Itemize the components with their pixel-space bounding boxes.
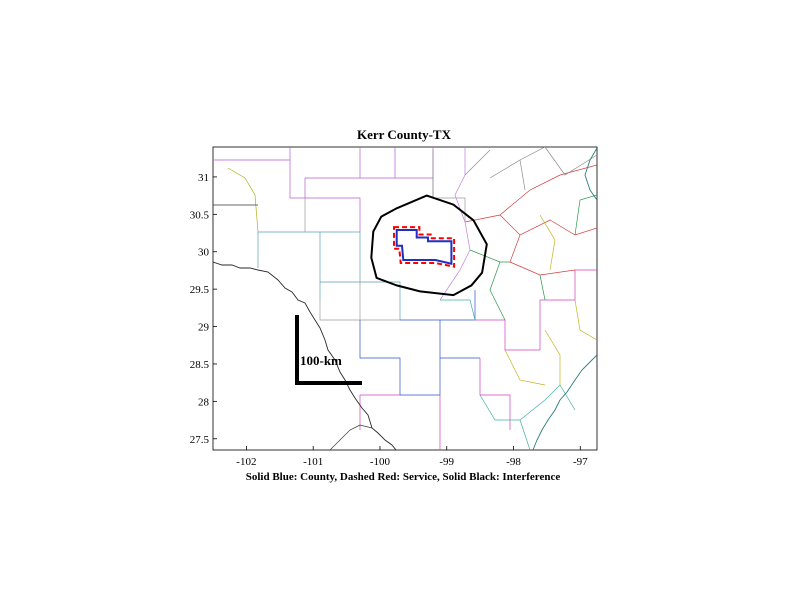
y-axis: 27.5 28 28.5 29 29.5 30 30.5 31 bbox=[190, 172, 217, 446]
y-tick-label: 30.5 bbox=[190, 209, 210, 221]
x-axis: -102 -101 -100 -99 -98 -97 bbox=[236, 446, 588, 468]
scale-bar: 100-km bbox=[295, 315, 362, 385]
plot-frame bbox=[212, 146, 598, 451]
county-boundaries bbox=[213, 147, 597, 450]
x-tick-label: -100 bbox=[370, 456, 391, 468]
y-tick-label: 27.5 bbox=[190, 434, 210, 446]
x-tick-label: -99 bbox=[439, 456, 454, 468]
scale-bar-label: 100-km bbox=[300, 353, 342, 368]
map-title: Kerr County-TX bbox=[357, 127, 452, 142]
gulf-coastline bbox=[532, 147, 597, 450]
interference-contour bbox=[370, 194, 488, 297]
x-tick-label: -102 bbox=[236, 456, 256, 468]
y-tick-label: 29 bbox=[198, 322, 210, 334]
x-tick-label: -101 bbox=[303, 456, 323, 468]
y-tick-label: 28 bbox=[198, 396, 210, 408]
x-tick-label: -97 bbox=[573, 456, 588, 468]
y-tick-label: 31 bbox=[198, 172, 209, 184]
y-tick-label: 28.5 bbox=[190, 359, 210, 371]
rio-grande-border bbox=[213, 261, 397, 450]
map-caption: Solid Blue: County, Dashed Red: Service,… bbox=[246, 471, 561, 483]
county-outline bbox=[395, 229, 453, 265]
mexico-lines bbox=[213, 204, 373, 450]
plot-area: -102 -101 -100 -99 -98 -97 27.5 28 28.5 29 29.5 30… bbox=[190, 146, 598, 468]
service-contour bbox=[393, 226, 456, 268]
y-tick-label: 29.5 bbox=[190, 284, 210, 296]
y-tick-label: 30 bbox=[198, 247, 210, 259]
x-tick-label: -98 bbox=[506, 456, 521, 468]
map-layers bbox=[213, 147, 597, 450]
